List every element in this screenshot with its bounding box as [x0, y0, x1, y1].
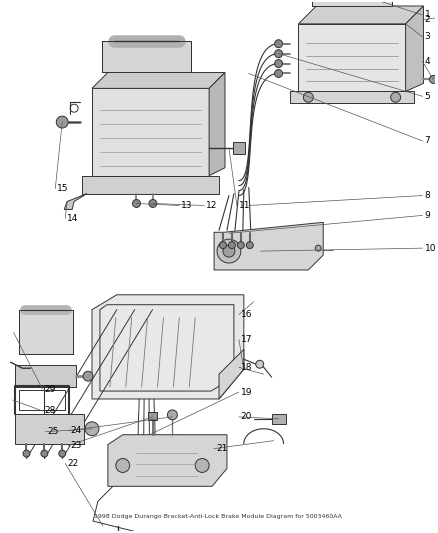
Circle shape — [391, 92, 401, 102]
Circle shape — [223, 245, 235, 257]
Bar — [18, 390, 65, 410]
Text: 18: 18 — [241, 363, 252, 372]
Circle shape — [85, 422, 99, 435]
Text: 7: 7 — [424, 136, 430, 146]
Text: 3: 3 — [424, 33, 430, 41]
Text: 25: 25 — [47, 427, 59, 436]
Text: 5: 5 — [424, 92, 430, 101]
Text: 9: 9 — [424, 211, 430, 220]
Text: 15: 15 — [57, 184, 69, 193]
Bar — [102, 41, 191, 72]
Polygon shape — [14, 414, 84, 443]
Text: 4: 4 — [424, 57, 430, 66]
Text: 19: 19 — [241, 387, 252, 397]
Polygon shape — [233, 142, 245, 154]
Circle shape — [275, 69, 283, 77]
Circle shape — [133, 199, 141, 207]
Circle shape — [246, 241, 253, 248]
Polygon shape — [312, 0, 392, 6]
Circle shape — [219, 241, 226, 248]
Text: 16: 16 — [241, 310, 252, 319]
Text: 23: 23 — [70, 441, 81, 450]
Text: 1998 Dodge Durango Bracket-Anti-Lock Brake Module Diagram for 5003460AA: 1998 Dodge Durango Bracket-Anti-Lock Bra… — [94, 514, 342, 519]
Text: 21: 21 — [216, 444, 227, 453]
Polygon shape — [219, 349, 244, 399]
Circle shape — [275, 60, 283, 68]
Text: 2: 2 — [424, 15, 430, 25]
Bar — [148, 412, 158, 420]
Circle shape — [41, 450, 48, 457]
Text: 11: 11 — [239, 201, 251, 210]
Polygon shape — [18, 310, 73, 354]
Text: 12: 12 — [206, 201, 218, 210]
Circle shape — [237, 241, 244, 248]
Circle shape — [116, 458, 130, 472]
Circle shape — [217, 239, 241, 263]
Circle shape — [275, 40, 283, 47]
Polygon shape — [209, 72, 225, 176]
Polygon shape — [14, 365, 76, 387]
Circle shape — [275, 50, 283, 58]
Polygon shape — [298, 24, 406, 91]
Polygon shape — [92, 72, 225, 88]
Text: 10: 10 — [424, 244, 436, 253]
Circle shape — [23, 450, 30, 457]
Polygon shape — [290, 91, 413, 103]
Circle shape — [229, 241, 235, 248]
Circle shape — [83, 371, 93, 381]
Circle shape — [59, 450, 66, 457]
Circle shape — [56, 116, 68, 128]
Text: 17: 17 — [241, 335, 252, 344]
Circle shape — [256, 360, 264, 368]
Circle shape — [238, 532, 246, 533]
Polygon shape — [92, 295, 244, 399]
Circle shape — [149, 199, 157, 207]
Text: 1: 1 — [424, 11, 430, 19]
Bar — [312, 0, 392, 6]
Text: 14: 14 — [67, 214, 78, 223]
Polygon shape — [406, 6, 424, 91]
Circle shape — [429, 76, 438, 83]
Text: 13: 13 — [181, 201, 193, 210]
Polygon shape — [64, 193, 87, 209]
Polygon shape — [272, 414, 286, 424]
Circle shape — [167, 410, 177, 420]
Text: 24: 24 — [70, 426, 81, 435]
Text: 29: 29 — [44, 385, 56, 393]
Bar — [18, 310, 73, 354]
Circle shape — [315, 245, 321, 251]
Text: 20: 20 — [241, 413, 252, 422]
Circle shape — [195, 458, 209, 472]
Polygon shape — [102, 41, 191, 72]
Polygon shape — [298, 6, 424, 24]
Text: 22: 22 — [67, 459, 78, 468]
Circle shape — [304, 92, 313, 102]
Polygon shape — [214, 222, 323, 270]
Polygon shape — [92, 88, 209, 176]
Polygon shape — [82, 176, 219, 193]
Text: 28: 28 — [44, 406, 56, 415]
Polygon shape — [108, 435, 227, 486]
Text: 8: 8 — [424, 191, 430, 200]
